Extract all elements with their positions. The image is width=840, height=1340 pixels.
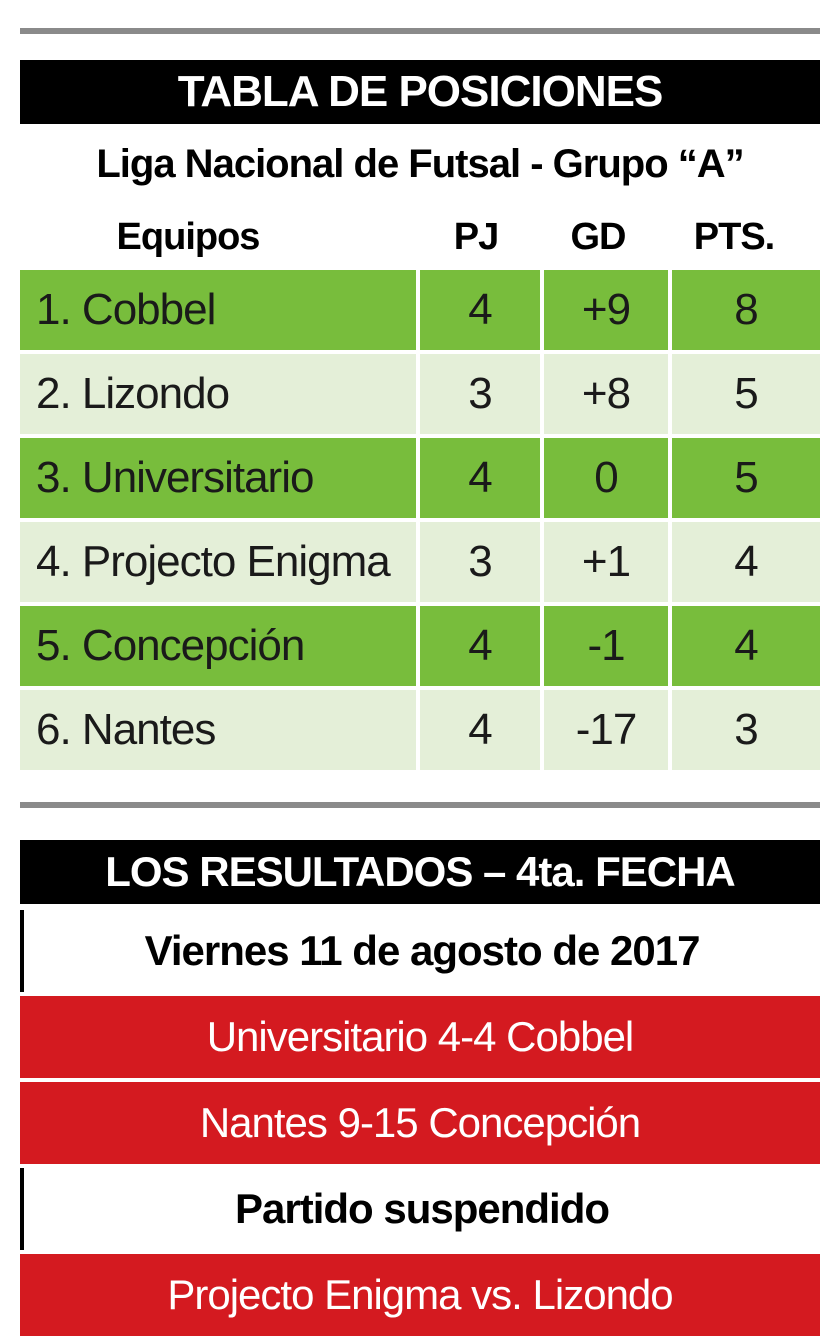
table-header: Equipos PJ GD PTS.: [20, 204, 820, 270]
top-rule: [20, 28, 820, 34]
results-date: Viernes 11 de agosto de 2017: [20, 910, 820, 992]
points-value: 4: [672, 522, 820, 602]
points-value: 3: [672, 690, 820, 770]
team-name: 3. Universitario: [20, 438, 416, 518]
played-value: 4: [420, 690, 540, 770]
header-team: Equipos: [116, 215, 261, 258]
table-row: 3. Universitario 4 0 5: [20, 438, 820, 518]
results-list: Viernes 11 de agosto de 2017 Universitar…: [20, 910, 820, 1340]
points-value: 5: [672, 438, 820, 518]
suspended-label: Partido suspendido: [20, 1168, 820, 1250]
header-gd: GD: [570, 215, 627, 258]
goal-diff-value: +9: [544, 270, 668, 350]
suspended-match: Projecto Enigma vs. Lizondo: [20, 1254, 820, 1336]
table-row: 4. Projecto Enigma 3 +1 4: [20, 522, 820, 602]
goal-diff-value: -1: [544, 606, 668, 686]
match-result: Universitario 4-4 Cobbel: [20, 996, 820, 1078]
goal-diff-value: +1: [544, 522, 668, 602]
header-pts: PTS.: [693, 215, 775, 258]
table-row: 1. Cobbel 4 +9 8: [20, 270, 820, 350]
results-banner: LOS RESULTADOS – 4ta. FECHA: [20, 840, 820, 904]
standings-banner: TABLA DE POSICIONES: [20, 60, 820, 124]
goal-diff-value: 0: [544, 438, 668, 518]
team-name: 5. Concepción: [20, 606, 416, 686]
team-name: 1. Cobbel: [20, 270, 416, 350]
points-value: 8: [672, 270, 820, 350]
middle-rule: [20, 802, 820, 808]
standings-subtitle: Liga Nacional de Futsal - Grupo “A”: [96, 142, 744, 186]
header-pj: PJ: [453, 215, 499, 258]
played-value: 3: [420, 522, 540, 602]
played-value: 3: [420, 354, 540, 434]
team-name: 6. Nantes: [20, 690, 416, 770]
standings-table: Equipos PJ GD PTS. 1. Cobbel 4 +9 8 2. L…: [20, 204, 820, 774]
team-name: 4. Projecto Enigma: [20, 522, 416, 602]
goal-diff-value: -17: [544, 690, 668, 770]
played-value: 4: [420, 606, 540, 686]
goal-diff-value: +8: [544, 354, 668, 434]
points-value: 5: [672, 354, 820, 434]
table-row: 6. Nantes 4 -17 3: [20, 690, 820, 770]
played-value: 4: [420, 270, 540, 350]
team-name: 2. Lizondo: [20, 354, 416, 434]
table-row: 2. Lizondo 3 +8 5: [20, 354, 820, 434]
match-result: Nantes 9-15 Concepción: [20, 1082, 820, 1164]
points-value: 4: [672, 606, 820, 686]
played-value: 4: [420, 438, 540, 518]
table-row: 5. Concepción 4 -1 4: [20, 606, 820, 686]
